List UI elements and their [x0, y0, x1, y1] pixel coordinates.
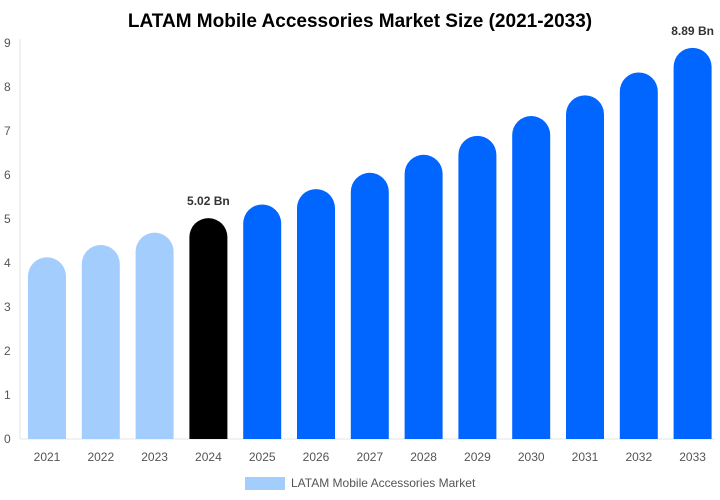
bar-2030[interactable]: [512, 116, 551, 440]
y-tick-label: 2: [4, 344, 11, 358]
y-tick-label: 5: [4, 212, 11, 226]
x-tick-label: 2029: [464, 450, 491, 464]
x-tick-label: 2025: [249, 450, 276, 464]
bar-2027[interactable]: [350, 172, 389, 440]
bar-2024[interactable]: [189, 218, 228, 439]
chart-title: LATAM Mobile Accessories Market Size (20…: [128, 11, 592, 32]
y-tick-label: 4: [4, 256, 11, 270]
bar-2031[interactable]: [566, 95, 604, 440]
x-tick-label: 2030: [518, 450, 545, 464]
data-label: 8.89 Bn: [671, 24, 714, 38]
x-tick-label: 2021: [34, 450, 61, 464]
x-tick-label: 2031: [572, 450, 599, 464]
y-tick-label: 8: [4, 80, 11, 94]
y-tick-label: 7: [4, 124, 11, 138]
y-tick-label: 1: [4, 388, 11, 402]
x-tick-label: 2023: [141, 450, 168, 464]
data-label: 5.02 Bn: [187, 194, 230, 208]
x-tick-label: 2027: [356, 450, 383, 464]
bar-2032[interactable]: [619, 72, 658, 439]
bar-2029[interactable]: [458, 135, 497, 439]
y-tick-label: 3: [4, 300, 11, 314]
x-tick-label: 2026: [303, 450, 330, 464]
bar-2026[interactable]: [297, 189, 335, 439]
x-tick-label: 2024: [195, 450, 222, 464]
bar-2023[interactable]: [135, 232, 174, 439]
legend-swatch[interactable]: [245, 477, 285, 490]
bar-2025[interactable]: [243, 204, 282, 439]
y-tick-label: 9: [4, 36, 11, 50]
x-tick-label: 2032: [625, 450, 652, 464]
x-tick-label: 2033: [679, 450, 706, 464]
bar-2028[interactable]: [404, 154, 443, 439]
y-tick-label: 6: [4, 168, 11, 182]
bar-2022[interactable]: [81, 244, 120, 439]
y-tick-label: 0: [4, 432, 11, 446]
x-tick-label: 2022: [87, 450, 114, 464]
bar-2033[interactable]: [673, 47, 712, 439]
bar-2021[interactable]: [28, 257, 66, 439]
x-tick-label: 2028: [410, 450, 437, 464]
legend-label[interactable]: LATAM Mobile Accessories Market: [291, 476, 476, 490]
